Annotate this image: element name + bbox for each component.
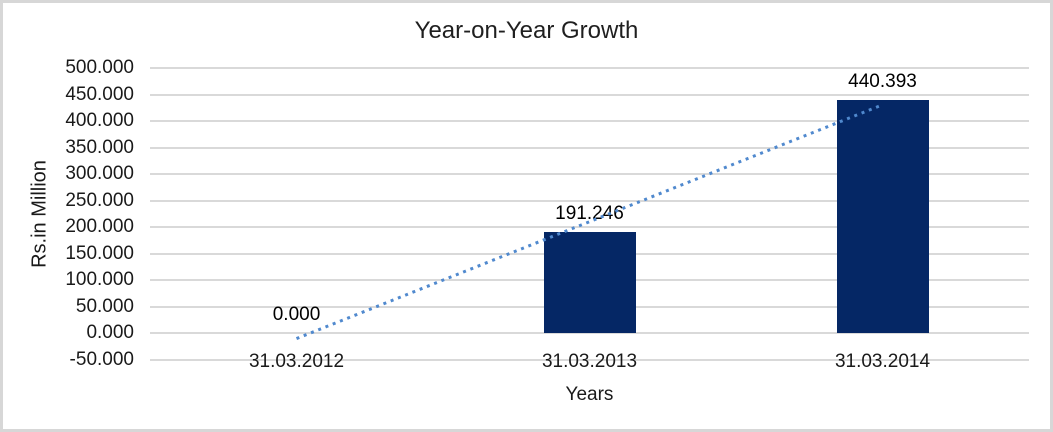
gridline [150,93,1029,96]
x-tick-label: 31.03.2013 [541,351,638,372]
x-tick-label: 31.03.2012 [248,351,345,372]
gridline [150,67,1029,69]
data-label: 440.393 [848,70,917,92]
y-tick-label: 150.000 [65,242,134,264]
data-label: 191.246 [555,202,624,224]
y-tick-label: 100.000 [65,269,134,291]
bar [543,231,636,334]
x-axis-title: Years [565,384,614,405]
x-tick-label: 31.03.2014 [834,351,931,372]
y-tick-label: -50.000 [69,349,134,370]
y-tick-label: 400.000 [65,110,134,132]
bar [836,99,929,334]
y-tick-label: 50.000 [75,295,134,317]
data-label: 0.000 [272,304,321,326]
gridline [150,359,1029,361]
y-tick-label: 500.000 [65,57,134,78]
y-tick-label: 250.000 [65,189,134,211]
y-tick-label: 200.000 [65,216,134,238]
y-tick-label: 350.000 [65,136,134,158]
y-tick-label: 450.000 [65,83,134,105]
y-tick-label: 0.000 [86,322,134,344]
y-tick-label: 300.000 [65,163,134,185]
chart-title: Year-on-Year Growth [414,17,639,44]
